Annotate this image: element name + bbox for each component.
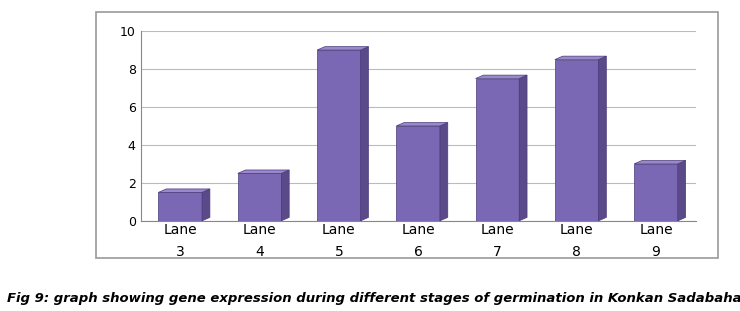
Polygon shape [238, 170, 289, 174]
Text: Lane: Lane [322, 223, 356, 237]
Text: 4: 4 [255, 245, 264, 259]
Text: Lane: Lane [639, 223, 673, 237]
Text: Lane: Lane [243, 223, 276, 237]
Polygon shape [238, 174, 281, 221]
Polygon shape [599, 56, 606, 221]
Text: 5: 5 [334, 245, 343, 259]
Polygon shape [281, 170, 289, 221]
Polygon shape [317, 50, 360, 221]
Polygon shape [397, 123, 448, 126]
Polygon shape [440, 123, 448, 221]
Polygon shape [202, 189, 210, 221]
Polygon shape [634, 160, 685, 164]
Text: 9: 9 [651, 245, 660, 259]
Text: 8: 8 [572, 245, 581, 259]
Polygon shape [476, 78, 519, 221]
Polygon shape [634, 164, 678, 221]
Text: Lane: Lane [560, 223, 593, 237]
Polygon shape [555, 56, 606, 59]
Text: 7: 7 [493, 245, 502, 259]
Text: 3: 3 [176, 245, 184, 259]
Polygon shape [476, 75, 527, 78]
Text: Lane: Lane [480, 223, 514, 237]
Text: Fig 9: graph showing gene expression during different stages of germination in K: Fig 9: graph showing gene expression dur… [7, 292, 740, 305]
Polygon shape [158, 192, 202, 221]
Text: Lane: Lane [164, 223, 197, 237]
Polygon shape [678, 160, 685, 221]
Polygon shape [397, 126, 440, 221]
Polygon shape [555, 59, 599, 221]
Polygon shape [519, 75, 527, 221]
Polygon shape [317, 47, 369, 50]
Polygon shape [360, 47, 369, 221]
Text: Lane: Lane [401, 223, 435, 237]
Polygon shape [158, 189, 210, 192]
Text: 6: 6 [414, 245, 423, 259]
